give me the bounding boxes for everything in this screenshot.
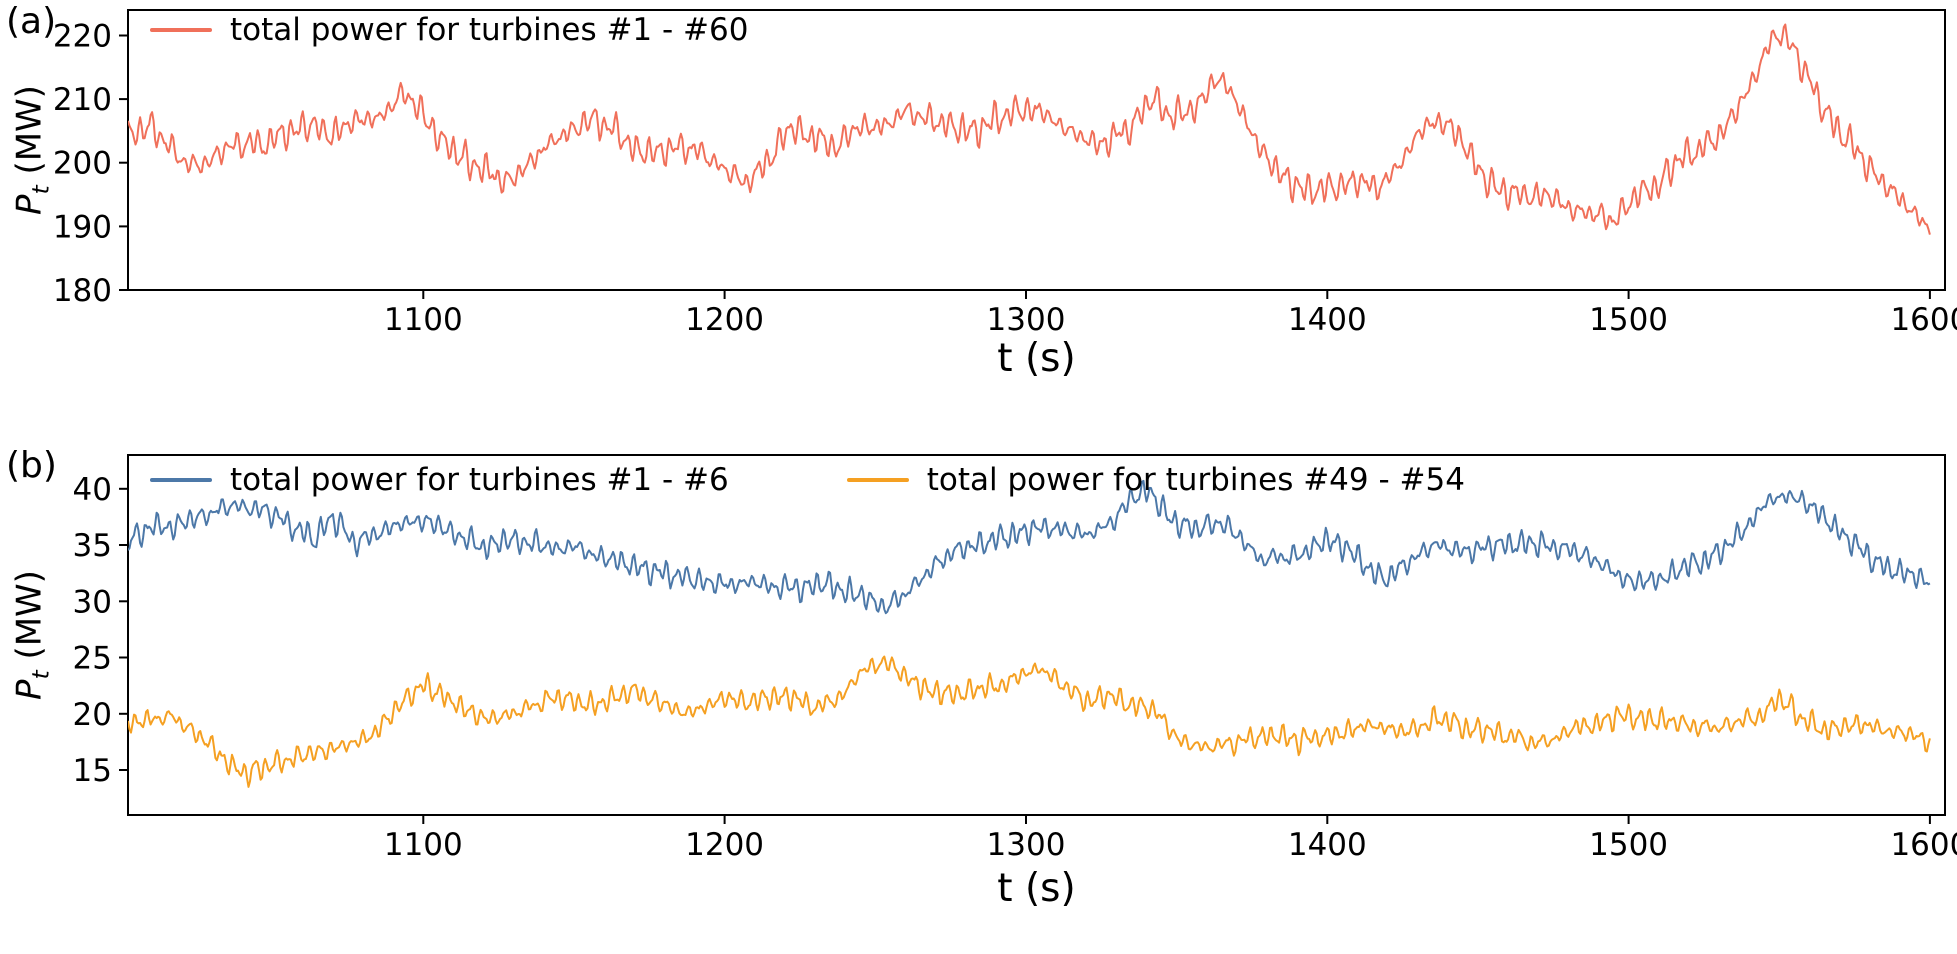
panel-b-ylabel: Pt (MW) (10, 570, 55, 700)
legend-item: total power for turbines #49 - #54 (846, 462, 1465, 498)
svg-text:190: 190 (53, 209, 112, 245)
svg-text:1400: 1400 (1288, 827, 1367, 863)
svg-text:1100: 1100 (384, 302, 463, 338)
svg-text:1600: 1600 (1890, 302, 1957, 338)
svg-text:30: 30 (73, 584, 112, 620)
panel-a-plot: 1100 1200 1300 1400 1500 1600 180 190 200 210 220 (53, 9, 1957, 338)
svg-text:15: 15 (73, 753, 112, 789)
svg-text:40: 40 (73, 472, 112, 508)
panel-a: 110012001300140015001600180190200210220 … (0, 0, 1957, 420)
ylabel-variable: P (9, 194, 50, 215)
panel-b-xlabel: t (s) (997, 866, 1076, 911)
ylabel-units: (MW) (9, 570, 50, 671)
svg-text:25: 25 (73, 641, 112, 677)
panel-a-xlabel: t (s) (997, 336, 1076, 381)
svg-text:200: 200 (53, 146, 112, 182)
legend-label: total power for turbines #49 - #54 (926, 462, 1465, 498)
ylabel-subscript: t (28, 670, 55, 680)
panel-b-legend: total power for turbines #1 - #6 total p… (150, 462, 1465, 498)
legend-line-swatch (846, 478, 909, 482)
legend-item: total power for turbines #1 - #60 (150, 12, 748, 48)
legend-item: total power for turbines #1 - #6 (150, 462, 729, 498)
svg-text:210: 210 (53, 82, 112, 118)
panel-b-label: (b) (6, 445, 57, 486)
panel-a-ylabel: Pt (MW) (10, 85, 55, 215)
svg-text:1500: 1500 (1589, 302, 1668, 338)
svg-text:20: 20 (73, 697, 112, 733)
svg-text:220: 220 (53, 19, 112, 55)
ylabel-variable: P (9, 679, 50, 700)
svg-text:1500: 1500 (1589, 827, 1668, 863)
svg-text:1300: 1300 (987, 827, 1066, 863)
svg-text:1200: 1200 (685, 302, 764, 338)
svg-text:1600: 1600 (1890, 827, 1957, 863)
panel-b-plot: 1100 1200 1300 1400 1500 1600 15 20 25 30 35 40 (73, 454, 1957, 863)
svg-text:35: 35 (73, 528, 112, 564)
svg-text:1100: 1100 (384, 827, 463, 863)
legend-label: total power for turbines #1 - #60 (230, 12, 749, 48)
svg-text:1400: 1400 (1288, 302, 1367, 338)
legend-line-swatch (150, 478, 212, 482)
legend-label: total power for turbines #1 - #6 (230, 462, 729, 498)
svg-text:1200: 1200 (685, 827, 764, 863)
panel-b: 1100 1200 1300 1400 1500 1600 15 20 25 30 35 40 (b)… (0, 420, 1957, 954)
svg-text:180: 180 (53, 273, 112, 309)
svg-text:1300: 1300 (987, 302, 1066, 338)
ylabel-units: (MW) (9, 85, 50, 186)
panel-a-label: (a) (6, 1, 57, 42)
ylabel-subscript: t (28, 185, 55, 195)
panel-a-legend: total power for turbines #1 - #60 (150, 12, 748, 48)
legend-line-swatch (150, 28, 212, 32)
